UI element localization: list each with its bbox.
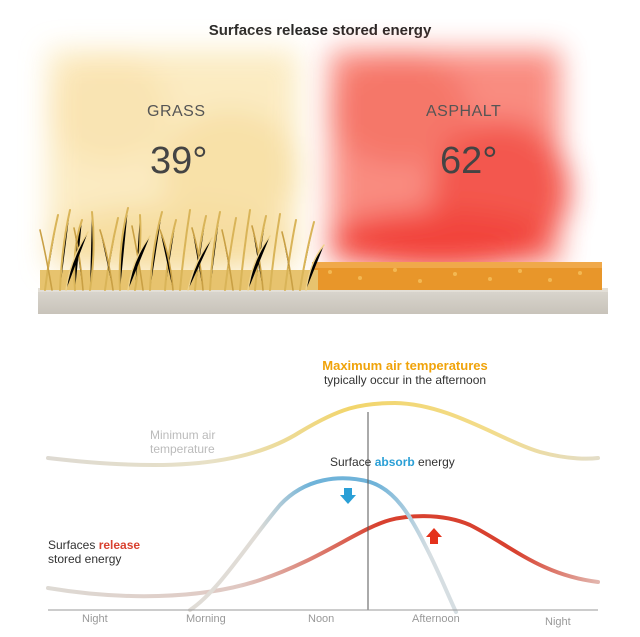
axis-label-morning: Morning bbox=[186, 613, 226, 625]
release-energy-curve bbox=[46, 514, 600, 599]
axis-label-night-end: Night bbox=[545, 616, 571, 628]
asphalt-label: ASPHALT bbox=[426, 103, 502, 120]
min-air-label: Minimum air temperature bbox=[150, 428, 216, 456]
axis-label-afternoon: Afternoon bbox=[412, 613, 460, 625]
release-keyword: release bbox=[98, 538, 141, 552]
air-temperature-curve bbox=[46, 400, 600, 468]
max-air-subtitle: typically occur in the afternoon bbox=[323, 373, 487, 387]
surface-scene bbox=[38, 50, 608, 314]
grass-surface bbox=[39, 207, 325, 291]
absorb-annotation: Surface absorb energy bbox=[330, 455, 455, 469]
release-prefix: Surfaces bbox=[48, 538, 99, 552]
absorb-energy-curve bbox=[188, 476, 458, 614]
grass-label: GRASS bbox=[147, 103, 206, 120]
max-air-annotation: Maximum air temperatures typically occur… bbox=[300, 358, 510, 388]
absorb-keyword: absorb bbox=[374, 455, 415, 469]
down-arrow-icon bbox=[340, 488, 356, 504]
absorb-prefix: Surface bbox=[330, 455, 375, 469]
grass-temperature: 39° bbox=[150, 140, 208, 182]
axis-label-noon: Noon bbox=[308, 613, 335, 625]
asphalt-temperature: 62° bbox=[440, 140, 498, 182]
ground-slab bbox=[38, 292, 608, 314]
grass-heat-haze bbox=[48, 50, 300, 275]
release-suffix: stored energy bbox=[48, 552, 122, 566]
figure-title: Surfaces release stored energy bbox=[208, 22, 432, 39]
release-annotation: Surfaces release stored energy bbox=[48, 538, 140, 566]
up-arrow-icon bbox=[426, 528, 442, 544]
absorb-suffix: energy bbox=[414, 455, 455, 469]
axis-label-night-start: Night bbox=[82, 613, 108, 625]
asphalt-heat-haze bbox=[330, 50, 570, 270]
max-air-title: Maximum air temperatures bbox=[322, 358, 488, 373]
